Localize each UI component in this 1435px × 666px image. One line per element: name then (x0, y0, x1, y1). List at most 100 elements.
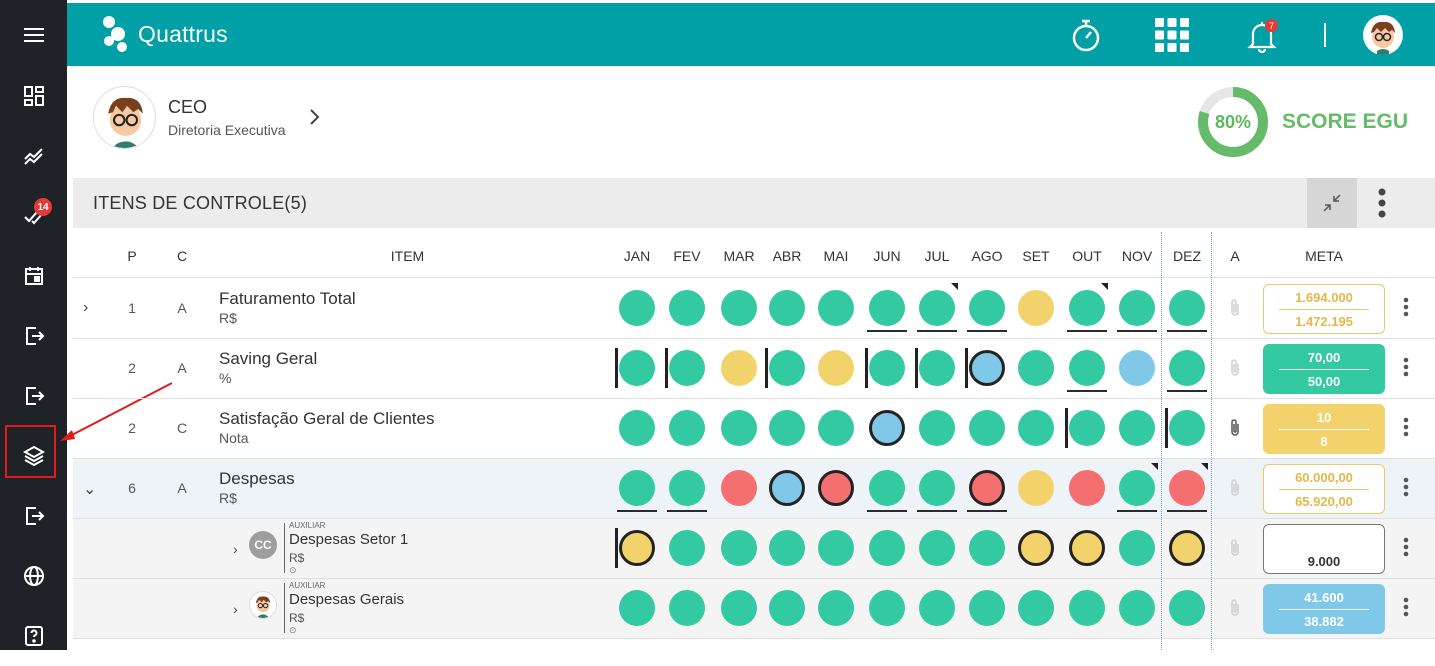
item-name[interactable]: Satisfação Geral de Clientes (219, 409, 435, 428)
table-row[interactable]: ⌄ 6 A Despesas R$ 60.000,00 65.920,00 (73, 459, 1435, 519)
status-dot-jan[interactable] (619, 410, 655, 446)
more-vertical-icon[interactable] (1403, 297, 1409, 322)
status-dot-jun[interactable] (869, 350, 905, 386)
sidebar-item-exit-1[interactable] (0, 306, 67, 366)
more-vertical-icon[interactable] (1403, 417, 1409, 442)
status-dot-mar[interactable] (721, 530, 757, 566)
status-dot-mar[interactable] (721, 350, 757, 386)
status-dot-set[interactable] (1018, 530, 1054, 566)
section-menu-button[interactable] (1357, 178, 1407, 228)
meta-box[interactable]: 41.600 38.882 (1263, 584, 1385, 634)
status-dot-out[interactable] (1069, 290, 1105, 326)
sidebar-item-exit-2[interactable] (0, 366, 67, 426)
status-dot-abr[interactable] (769, 350, 805, 386)
sidebar-item-tasks[interactable] (0, 186, 67, 246)
chevron-right-icon[interactable]: › (233, 541, 238, 557)
status-dot-jan[interactable] (619, 350, 655, 386)
table-row[interactable]: › 1 A Faturamento Total R$ 1.694.000 1.472.195 (73, 279, 1435, 339)
status-dot-jan[interactable] (619, 470, 655, 506)
status-dot-nov[interactable] (1119, 530, 1155, 566)
profile-header[interactable]: CEO Diretoria Executiva (93, 86, 320, 149)
status-dot-mar[interactable] (721, 590, 757, 626)
status-dot-jan[interactable] (619, 290, 655, 326)
status-dot-mai[interactable] (818, 290, 854, 326)
sub-item-name[interactable]: Despesas Gerais (289, 591, 405, 608)
status-dot-abr[interactable] (769, 530, 805, 566)
attachment-icon[interactable] (1229, 298, 1241, 323)
status-dot-abr[interactable] (769, 290, 805, 326)
status-dot-dez[interactable] (1169, 350, 1205, 386)
attachment-icon[interactable] (1229, 478, 1241, 503)
status-dot-dez[interactable] (1169, 590, 1205, 626)
status-dot-dez[interactable] (1169, 290, 1205, 326)
status-dot-mar[interactable] (721, 290, 757, 326)
status-dot-out[interactable] (1069, 530, 1105, 566)
status-dot-fev[interactable] (669, 590, 705, 626)
status-dot-fev[interactable] (669, 530, 705, 566)
sidebar-item-calendar[interactable] (0, 246, 67, 306)
status-dot-jun[interactable] (869, 590, 905, 626)
meta-box[interactable]: 70,00 50,00 (1263, 344, 1385, 394)
status-dot-jun[interactable] (869, 530, 905, 566)
status-dot-jul[interactable] (919, 350, 955, 386)
status-dot-set[interactable] (1018, 350, 1054, 386)
status-dot-fev[interactable] (669, 470, 705, 506)
item-name[interactable]: Faturamento Total (219, 289, 356, 308)
status-dot-out[interactable] (1069, 350, 1105, 386)
item-name[interactable]: Saving Geral (219, 349, 318, 368)
status-dot-abr[interactable] (769, 590, 805, 626)
attachment-icon[interactable] (1229, 358, 1241, 383)
item-name[interactable]: Despesas (219, 469, 295, 488)
menu-button[interactable] (0, 5, 67, 65)
status-dot-jul[interactable] (919, 590, 955, 626)
status-dot-mai[interactable] (818, 590, 854, 626)
status-dot-dez[interactable] (1169, 470, 1205, 506)
status-dot-jul[interactable] (919, 470, 955, 506)
status-dot-jul[interactable] (919, 530, 955, 566)
chevron-right-icon[interactable]: › (233, 601, 238, 617)
attachment-icon[interactable] (1229, 418, 1241, 443)
notifications-button[interactable]: 7 (1243, 16, 1281, 54)
status-dot-jul[interactable] (919, 290, 955, 326)
status-dot-nov[interactable] (1119, 410, 1155, 446)
meta-box[interactable]: 10 8 (1263, 404, 1385, 454)
meta-box[interactable]: 1.694.000 1.472.195 (1263, 284, 1385, 334)
sidebar-item-help[interactable] (0, 606, 67, 666)
chevron-right-icon[interactable] (308, 108, 320, 126)
sidebar-item-exit-3[interactable] (0, 486, 67, 546)
status-dot-mai[interactable] (818, 410, 854, 446)
status-dot-nov[interactable] (1119, 590, 1155, 626)
status-dot-jul[interactable] (919, 410, 955, 446)
status-dot-ago[interactable] (969, 290, 1005, 326)
apps-button[interactable] (1153, 16, 1191, 54)
timer-button[interactable] (1067, 16, 1105, 54)
status-dot-nov[interactable] (1119, 290, 1155, 326)
status-dot-ago[interactable] (969, 590, 1005, 626)
status-dot-jun[interactable] (869, 470, 905, 506)
table-subrow[interactable]: › AUXILIAR Despesas Gerais R$ ⊙ 41.600 38.882 (73, 579, 1435, 639)
sidebar-item-globe[interactable] (0, 546, 67, 606)
status-dot-set[interactable] (1018, 290, 1054, 326)
status-dot-mai[interactable] (818, 470, 854, 506)
status-dot-set[interactable] (1018, 590, 1054, 626)
status-dot-ago[interactable] (969, 470, 1005, 506)
status-dot-fev[interactable] (669, 410, 705, 446)
status-dot-mai[interactable] (818, 350, 854, 386)
more-vertical-icon[interactable] (1403, 477, 1409, 502)
status-dot-set[interactable] (1018, 410, 1054, 446)
status-dot-mai[interactable] (818, 530, 854, 566)
attachment-icon[interactable] (1229, 598, 1241, 623)
sub-item-name[interactable]: Despesas Setor 1 (289, 531, 409, 548)
more-vertical-icon[interactable] (1403, 597, 1409, 622)
status-dot-ago[interactable] (969, 530, 1005, 566)
user-avatar[interactable] (1363, 15, 1403, 55)
status-dot-dez[interactable] (1169, 530, 1205, 566)
expand-chevron-icon[interactable]: › (83, 299, 89, 316)
link-icon[interactable]: ⊙ (289, 625, 297, 635)
table-subrow[interactable]: › CC AUXILIAR Despesas Setor 1 R$ ⊙ 9.000 (73, 519, 1435, 579)
more-vertical-icon[interactable] (1403, 537, 1409, 562)
meta-box[interactable]: 60.000,00 65.920,00 (1263, 464, 1385, 514)
status-dot-out[interactable] (1069, 410, 1105, 446)
status-dot-fev[interactable] (669, 350, 705, 386)
status-dot-dez[interactable] (1169, 410, 1205, 446)
